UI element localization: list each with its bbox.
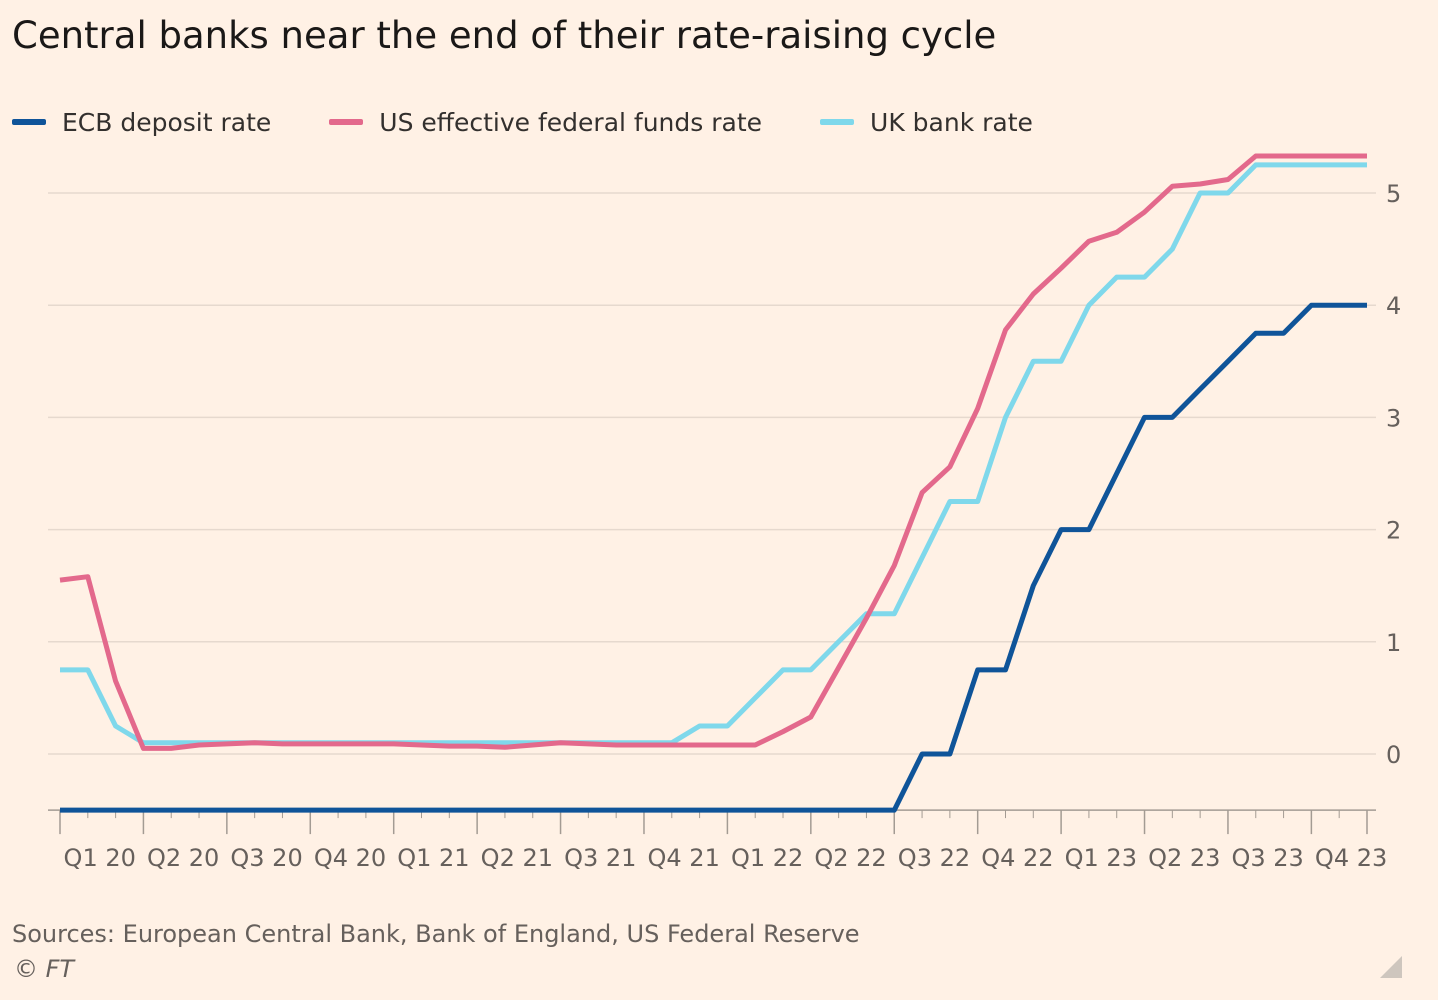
x-tick-label: Q4 20 — [314, 844, 386, 872]
x-tick-label: Q3 20 — [230, 844, 302, 872]
legend-item-us: US effective federal funds rate — [329, 108, 762, 137]
source-note: Sources: European Central Bank, Bank of … — [12, 920, 860, 948]
copyright-note: © FT — [14, 955, 75, 983]
legend-swatch-us — [329, 119, 364, 125]
x-tick-label: Q3 23 — [1232, 844, 1304, 872]
x-tick-label: Q3 21 — [564, 844, 636, 872]
series-line-ecb — [60, 302, 1367, 813]
y-tick-label-2: 2 — [1386, 517, 1401, 545]
legend: ECB deposit rate US effective federal fu… — [12, 104, 1091, 140]
y-tick-label-0: 0 — [1386, 741, 1401, 769]
x-tick-label: Q4 22 — [981, 844, 1053, 872]
chart-title: Central banks near the end of their rate… — [12, 14, 997, 57]
x-tick-label: Q2 23 — [1148, 844, 1220, 872]
legend-swatch-ecb — [12, 119, 46, 125]
legend-item-ecb: ECB deposit rate — [12, 108, 271, 137]
series-line-uk — [60, 162, 1367, 746]
legend-swatch-uk — [820, 119, 855, 125]
x-tick-label: Q1 22 — [731, 844, 803, 872]
x-tick-label: Q1 21 — [397, 844, 469, 872]
resize-corner-icon — [1380, 956, 1402, 978]
legend-item-uk: UK bank rate — [820, 108, 1033, 137]
x-tick-label: Q3 22 — [898, 844, 970, 872]
legend-label-ecb: ECB deposit rate — [62, 107, 272, 137]
x-tick-label: Q4 23 — [1315, 844, 1387, 872]
y-tick-label-3: 3 — [1386, 404, 1401, 432]
x-tick-label: Q2 21 — [481, 844, 553, 872]
x-tick-label: Q2 22 — [814, 844, 886, 872]
x-tick-label: Q1 20 — [64, 844, 136, 872]
y-tick-label-1: 1 — [1386, 629, 1401, 657]
legend-label-us: US effective federal funds rate — [379, 107, 763, 137]
y-tick-label-4: 4 — [1386, 292, 1401, 320]
series-line-us — [59, 153, 1367, 751]
x-tick-label: Q2 20 — [147, 844, 219, 872]
x-tick-label: Q4 21 — [648, 844, 720, 872]
y-tick-label-5: 5 — [1386, 180, 1401, 208]
legend-label-uk: UK bank rate — [870, 107, 1033, 137]
chart-plot-area: 0 1 2 3 4 5 Q1 20 Q2 20 Q3 20 Q4 20 Q1 21 Q2 21 Q3 2… — [48, 153, 1401, 872]
x-tick-label: Q1 23 — [1065, 844, 1137, 872]
